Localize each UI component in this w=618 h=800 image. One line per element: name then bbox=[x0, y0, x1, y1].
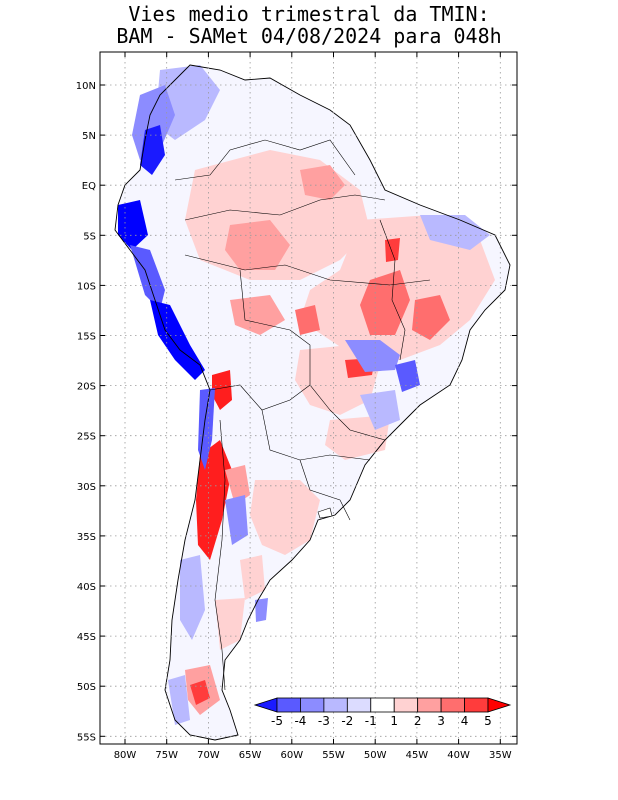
lon-label: 70W bbox=[197, 750, 220, 761]
colorbar-swatch bbox=[370, 697, 395, 713]
colorbar-swatch bbox=[300, 697, 325, 713]
lon-label: 55W bbox=[322, 750, 345, 761]
lon-label: 75W bbox=[155, 750, 178, 761]
colorbar-label: -5 bbox=[271, 714, 283, 728]
colorbar-swatch bbox=[464, 697, 489, 713]
map-title-line1: Vies medio trimestral da TMIN: bbox=[128, 2, 490, 26]
colorbar-swatch bbox=[440, 697, 465, 713]
lat-label: 5S bbox=[83, 231, 96, 242]
coastline bbox=[114, 64, 511, 741]
colorbar-swatch bbox=[346, 697, 372, 713]
colorbar-label: -3 bbox=[318, 714, 330, 728]
lat-label: 10S bbox=[77, 281, 96, 292]
graticule bbox=[100, 52, 517, 744]
lat-label: 10N bbox=[76, 81, 96, 92]
colorbar-label: -2 bbox=[341, 714, 353, 728]
colorbar-swatch bbox=[393, 697, 419, 713]
lat-label: 20S bbox=[77, 382, 96, 393]
map-frame bbox=[99, 51, 518, 745]
colorbar-swatch bbox=[323, 697, 348, 713]
lat-label: 25S bbox=[77, 432, 96, 443]
lon-label: 40W bbox=[447, 750, 470, 761]
positive-bias-areas bbox=[185, 150, 495, 715]
lat-label: 5N bbox=[82, 131, 96, 142]
colorbar-label: 4 bbox=[461, 714, 469, 728]
longitude-axis: 80W 75W 70W 65W 60W 55W 50W 45W 40W 35W bbox=[114, 52, 512, 761]
latitude-axis: 10N 5N EQ 5S 10S 15S 20S 25S 30S 35S 40S 45S 50S 55S bbox=[76, 81, 517, 743]
colorbar: -5 -4 -3 -2 -1 1 2 3 4 5 bbox=[253, 697, 512, 728]
lon-label: 80W bbox=[114, 750, 137, 761]
lat-label: EQ bbox=[82, 181, 96, 192]
lat-label: 40S bbox=[77, 582, 96, 593]
lat-label: 50S bbox=[77, 682, 96, 693]
colorbar-swatch bbox=[276, 697, 301, 713]
lon-label: 65W bbox=[239, 750, 262, 761]
lat-label: 45S bbox=[77, 632, 96, 643]
colorbar-label: 1 bbox=[390, 714, 398, 728]
lon-label: 35W bbox=[489, 750, 512, 761]
lon-label: 50W bbox=[364, 750, 387, 761]
colorbar-label: 2 bbox=[414, 714, 422, 728]
colorbar-label: 5 bbox=[484, 714, 492, 728]
colorbar-swatch bbox=[417, 697, 442, 713]
lat-label: 30S bbox=[77, 482, 96, 493]
colorbar-label: -4 bbox=[294, 714, 306, 728]
country-borders bbox=[174, 139, 431, 691]
colorbar-label: -1 bbox=[365, 714, 377, 728]
lake bbox=[317, 507, 333, 519]
colorbar-arrow-high bbox=[487, 697, 512, 713]
lat-label: 15S bbox=[77, 332, 96, 343]
colorbar-label: 3 bbox=[437, 714, 445, 728]
map-title-line2: BAM - SAMet 04/08/2024 para 048h bbox=[116, 24, 502, 48]
lat-label: 55S bbox=[77, 732, 96, 743]
lon-label: 45W bbox=[406, 750, 429, 761]
lon-label: 60W bbox=[280, 750, 303, 761]
lat-label: 35S bbox=[77, 532, 96, 543]
